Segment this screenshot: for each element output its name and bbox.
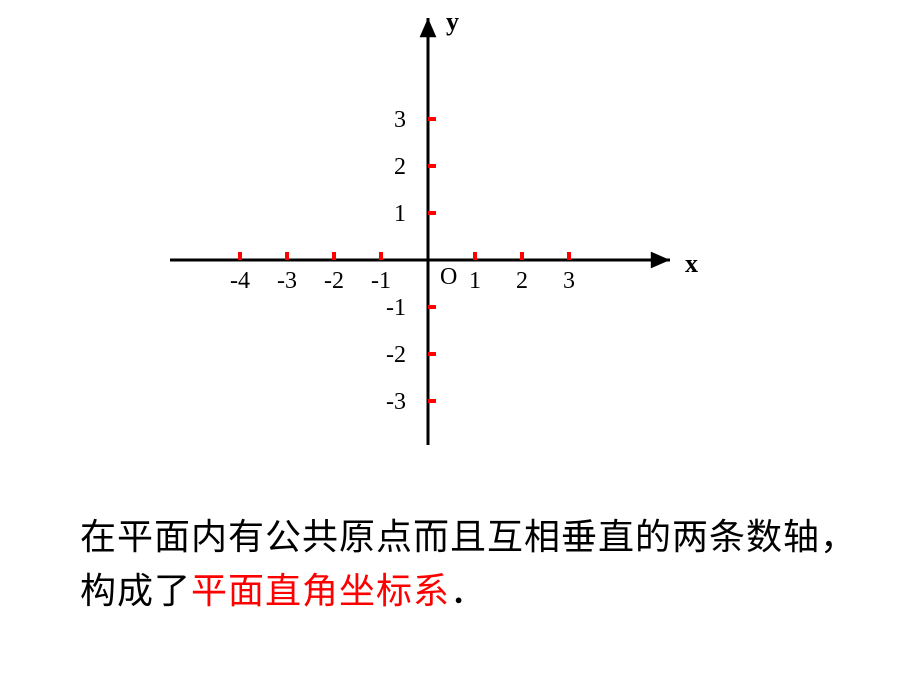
x-axis-arrow [651,252,670,269]
y-tick-label: -1 [386,295,406,321]
x-tick-label: -2 [324,268,344,294]
caption-part2: ． [450,571,487,611]
caption-text: 在平面内有公共原点而且互相垂直的两条数轴，构成了平面直角坐标系． [80,510,860,618]
caption-highlight: 平面直角坐标系 [191,571,450,611]
coordinate-chart: -4 -3 -2 -1 1 2 3 -3 -2 -1 1 2 3 Ox y [0,0,920,480]
y-tick-label: -2 [386,342,406,368]
y-axis-label: y [446,7,459,36]
y-tick-label: -3 [386,389,406,415]
x-tick-label: 2 [516,268,528,294]
y-axis-arrow [420,18,437,37]
x-tick-label: -3 [277,268,297,294]
y-tick-label: 2 [394,154,406,180]
chart-svg: -4 -3 -2 -1 1 2 3 -3 -2 -1 1 2 3 Ox y [0,0,920,480]
x-tick-label: 3 [563,268,575,294]
y-tick-label: 1 [394,201,406,227]
x-axis-label: x [685,249,698,278]
x-tick-label: -4 [230,268,250,294]
x-tick-label: -1 [371,268,391,294]
x-tick-label: 1 [469,268,481,294]
origin-label: O [440,264,457,290]
y-tick-label: 3 [394,107,406,133]
